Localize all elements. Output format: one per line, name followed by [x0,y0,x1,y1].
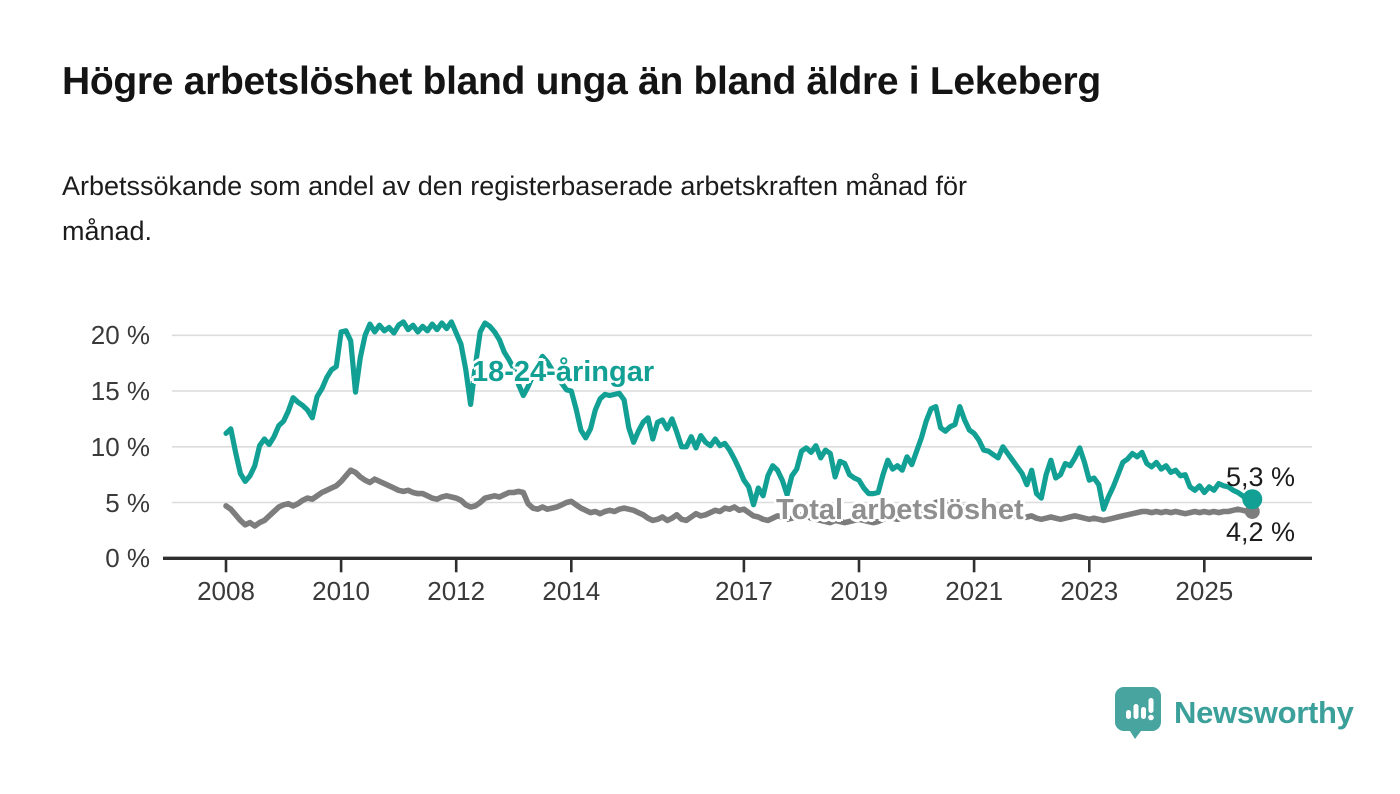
x-axis-label: 2021 [945,576,1004,606]
subtitle-line-1: Arbetssökande som andel av den registerb… [62,171,968,201]
chart-subtitle: Arbetssökande som andel av den registerb… [62,164,1262,254]
x-axis-label: 2023 [1060,576,1119,606]
y-axis-label: 20 % [90,320,150,351]
y-axis-label: 15 % [90,376,150,407]
end-value-total: 4,2 % [1226,517,1296,547]
newsworthy-speech-bubble-icon [1115,687,1161,739]
x-axis-label: 2012 [427,576,486,606]
y-axis-label: 5 % [105,487,150,518]
newsworthy-wordmark: Newsworthy [1174,695,1354,730]
series-label-total: Total arbetslöshet [776,494,1024,526]
x-axis-label: 2008 [197,576,255,606]
end-value-youth: 5,3 % [1226,462,1296,492]
x-axis-label: 2019 [830,576,888,606]
subtitle-line-2: månad. [62,216,153,246]
x-axis-label: 2017 [715,576,773,606]
total-line [223,467,1256,529]
y-axis-label: 10 % [90,431,150,462]
y-axis-label: 0 % [105,543,150,574]
youth-line [223,319,1255,512]
series-label-youth: 18-24-åringar [472,356,655,388]
newsworthy-logo: Newsworthy [1114,686,1354,740]
x-axis-label: 2025 [1175,576,1234,606]
page-title: Högre arbetslöshet bland unga än bland ä… [62,60,1101,103]
x-axis-label: 2014 [542,576,601,606]
youth-end-dot [1242,489,1263,510]
x-axis-label: 2010 [312,576,371,606]
